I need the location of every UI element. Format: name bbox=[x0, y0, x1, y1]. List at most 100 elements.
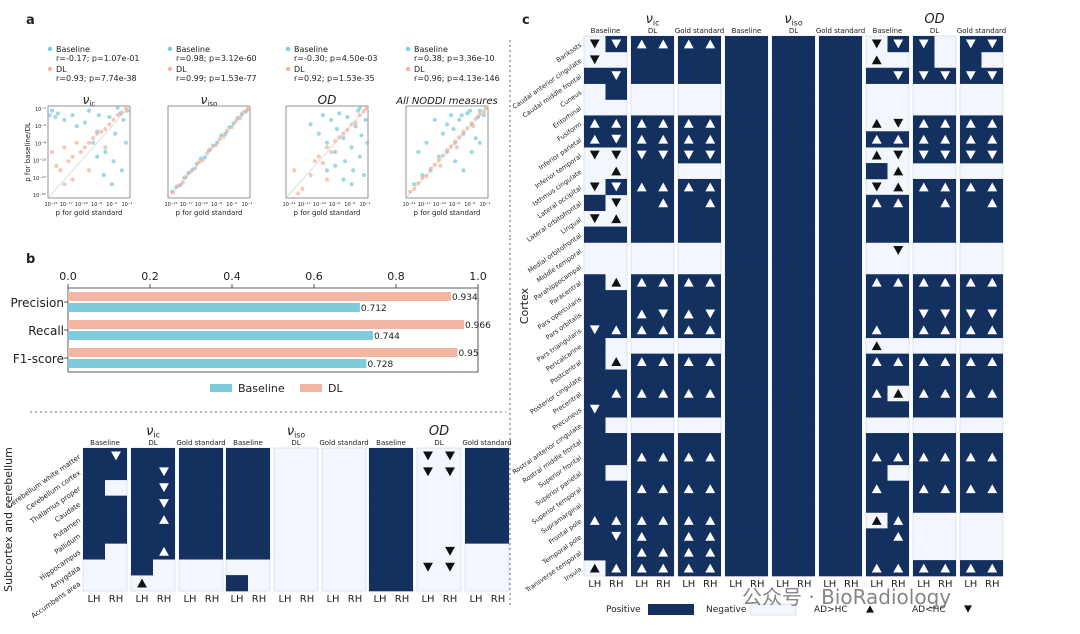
ad-greater-marker bbox=[871, 277, 882, 287]
heatmap-cell-positive bbox=[584, 544, 606, 561]
ad-greater-marker bbox=[893, 134, 904, 144]
measure-title: νic bbox=[646, 12, 660, 27]
heatmap-cell-positive bbox=[631, 210, 653, 227]
ad-greater-marker bbox=[965, 325, 976, 335]
scatter-point bbox=[416, 181, 421, 186]
ad-greater-marker bbox=[636, 484, 647, 494]
legend-marker bbox=[167, 46, 173, 52]
heatmap-cell-positive bbox=[584, 528, 606, 545]
ad-greater-marker bbox=[636, 531, 647, 541]
heatmap-cell-positive bbox=[725, 353, 747, 370]
value-label-dl: 0.966 bbox=[465, 321, 491, 331]
heatmap-cell-positive bbox=[772, 178, 794, 196]
heatmap-cell-positive bbox=[866, 401, 888, 418]
ad-greater-marker bbox=[636, 39, 647, 49]
heatmap-cell-positive bbox=[960, 290, 982, 307]
ad-greater-marker bbox=[893, 166, 904, 176]
scatter-point bbox=[95, 131, 100, 136]
scatter-point bbox=[481, 109, 486, 114]
legend-ad-less-label: AD<HC bbox=[912, 605, 946, 615]
method-label: Gold standard bbox=[176, 439, 225, 447]
heatmap-cell-positive bbox=[819, 417, 841, 434]
hemisphere-label: RH bbox=[205, 594, 219, 605]
method-label: Gold standard bbox=[319, 439, 368, 447]
heatmap-cell-positive bbox=[887, 544, 909, 561]
scatter-point bbox=[453, 159, 458, 164]
x-tick-label: 10⁻⁵ bbox=[344, 202, 355, 208]
ad-greater-marker bbox=[871, 388, 882, 398]
heatmap-cell-positive bbox=[652, 226, 674, 243]
heatmap-cell-positive bbox=[584, 194, 606, 212]
heatmap-cell-positive bbox=[793, 464, 815, 482]
method-label: Baseline bbox=[90, 439, 120, 447]
subplot-title-subscript: iso bbox=[207, 99, 217, 108]
ad-greater-marker bbox=[589, 563, 600, 573]
ad-greater-marker bbox=[611, 357, 622, 367]
heatmap-cell-positive bbox=[819, 242, 841, 259]
heatmap-cell-positive bbox=[678, 51, 700, 69]
heatmap-cell-positive bbox=[793, 131, 815, 148]
ad-greater-marker bbox=[918, 134, 929, 144]
scatter-point bbox=[353, 124, 358, 129]
heatmap-cell-positive bbox=[793, 258, 815, 275]
heatmap-cell-positive bbox=[772, 147, 794, 164]
scatter-point bbox=[365, 140, 370, 145]
scatter-point bbox=[471, 124, 476, 129]
heatmap-cell-positive bbox=[725, 258, 747, 275]
ad-greater-marker bbox=[658, 198, 669, 208]
ad-greater-marker bbox=[940, 563, 951, 573]
measure-title-subscript: iso bbox=[792, 18, 803, 27]
ad-less-marker bbox=[893, 150, 904, 160]
scatter-point bbox=[408, 189, 413, 194]
ad-greater-marker bbox=[658, 357, 669, 367]
heatmap-cell-positive bbox=[772, 306, 794, 323]
value-label-dl: 0.934 bbox=[452, 293, 478, 303]
heatmap-cell-positive bbox=[913, 226, 935, 243]
ad-greater-marker bbox=[589, 134, 600, 144]
scatter-point bbox=[461, 168, 466, 173]
heatmap-cell-positive bbox=[746, 226, 768, 243]
scatter-point bbox=[312, 159, 317, 164]
ad-greater-marker bbox=[893, 198, 904, 208]
heatmap-cell-positive bbox=[772, 210, 794, 227]
heatmap-cell-positive bbox=[934, 290, 956, 307]
ad-greater-marker bbox=[705, 547, 716, 557]
category-label: Precision bbox=[10, 296, 64, 310]
heatmap-cell-positive bbox=[746, 67, 768, 84]
heatmap-cell-positive bbox=[746, 83, 768, 100]
scatter-point bbox=[333, 138, 338, 144]
heatmap-cell-positive bbox=[201, 543, 223, 560]
scatter-point bbox=[436, 154, 441, 159]
heatmap-cell-positive bbox=[725, 83, 747, 100]
ad-greater-marker bbox=[918, 484, 929, 494]
x-tick-label: 10⁻⁹ bbox=[329, 202, 340, 208]
identity-line bbox=[47, 105, 131, 199]
heatmap-cell-positive bbox=[772, 274, 794, 291]
scatter-point bbox=[111, 159, 116, 164]
scatter-point bbox=[50, 149, 55, 155]
ad-less-marker bbox=[445, 467, 455, 477]
heatmap-cell-positive bbox=[226, 527, 248, 544]
heatmap-cell-positive bbox=[584, 417, 606, 434]
heatmap-cell-positive bbox=[772, 496, 794, 513]
heatmap-cell-positive bbox=[201, 479, 223, 496]
heatmap-cell-positive bbox=[699, 369, 721, 386]
x-tick-label: 10⁻²¹ bbox=[402, 202, 415, 208]
hemisphere-label: LH bbox=[373, 594, 386, 605]
heatmap-cell-positive bbox=[487, 479, 509, 496]
heatmap-cell-positive bbox=[840, 163, 862, 180]
legend-negative-swatch bbox=[749, 603, 797, 616]
heatmap-cell-positive bbox=[866, 67, 888, 84]
measure-title-symbol: ν bbox=[287, 424, 294, 439]
heatmap-cell-positive bbox=[840, 448, 862, 466]
hemisphere-label: LH bbox=[278, 594, 291, 605]
ad-less-marker bbox=[705, 309, 716, 319]
scatter-point bbox=[115, 113, 120, 118]
ad-greater-marker bbox=[871, 198, 882, 208]
heatmap-cell-positive bbox=[793, 51, 815, 69]
ad-greater-marker bbox=[636, 134, 647, 144]
panel-label-c: c bbox=[522, 13, 530, 28]
heatmap-cell-positive bbox=[772, 401, 794, 418]
heatmap-cell-positive bbox=[83, 479, 105, 496]
